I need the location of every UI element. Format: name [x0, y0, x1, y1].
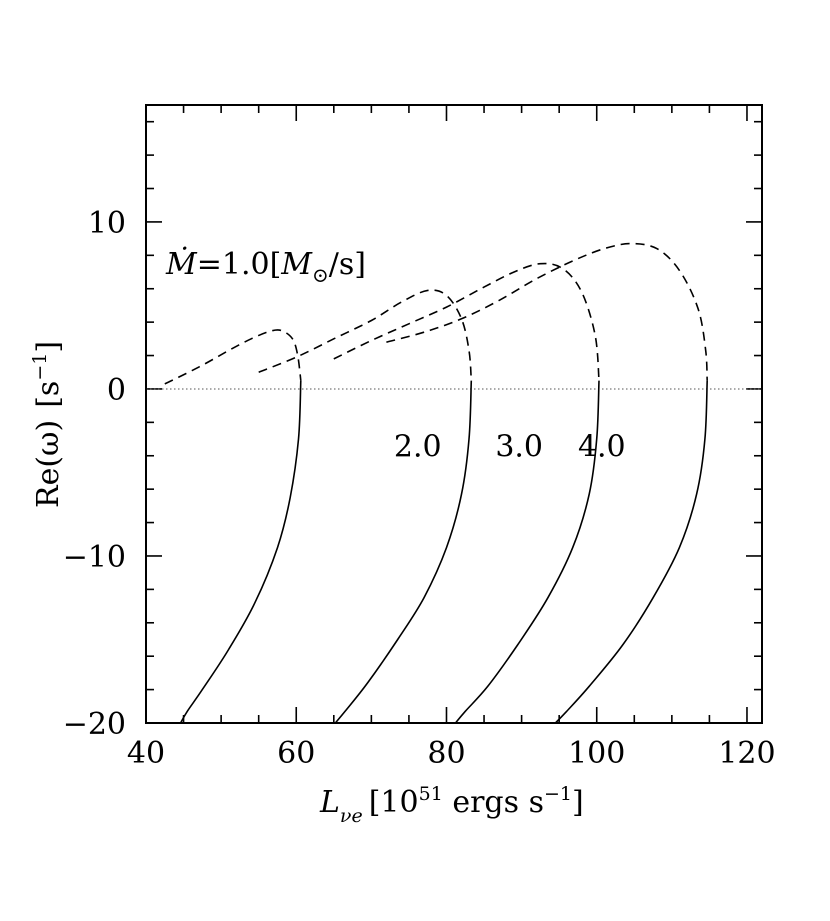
- curve-labels: 2.0 3.0 4.0: [394, 430, 626, 465]
- series-1-dashed-line: [164, 329, 302, 385]
- x-axis-units-prefix: [10: [369, 785, 419, 820]
- mdot-symbol: Ṁ: [165, 246, 198, 282]
- series-2-solid-line: [334, 380, 473, 724]
- x-axis-units-exp2: −1: [544, 783, 572, 805]
- y-tick-label: −10: [63, 540, 126, 575]
- y-axis-units-suffix: ]: [31, 341, 66, 353]
- x-axis-units-exp: 51: [419, 783, 443, 805]
- solar-mass-symbol: M: [280, 247, 313, 282]
- x-axis-label: Lνe [1051 ergs s−1]: [319, 783, 584, 827]
- mdot-unit-suffix: /s]: [329, 247, 366, 282]
- solar-subscript: ⊙: [312, 263, 329, 287]
- x-axis-symbol: L: [319, 785, 340, 820]
- y-axis-label: Re(ω) [s−1]: [29, 341, 66, 508]
- series-4-dashed-line: [386, 242, 708, 381]
- series-4-solid-line: [554, 380, 708, 724]
- series-3-solid-line: [454, 380, 600, 724]
- x-tick-label: 60: [277, 736, 315, 771]
- x-tick-label: 100: [568, 736, 625, 771]
- y-axis-symbol: Re(ω): [31, 420, 66, 508]
- y-tick-label: 0: [107, 373, 126, 408]
- tick-labels: 40 60 80 100 120 −20 −10 0 10: [63, 206, 776, 771]
- series-2-dashed-line: [258, 289, 473, 381]
- x-tick-label: 120: [718, 736, 775, 771]
- curve-label-1: Ṁ=1.0[M⊙/s]: [165, 246, 366, 287]
- y-tick-label: −20: [63, 707, 126, 742]
- series-3-dashed-line: [333, 262, 600, 381]
- mdot-value: =1.0[: [197, 247, 282, 282]
- x-tick-label: 40: [127, 736, 165, 771]
- x-axis-units-mid: ergs s: [443, 785, 544, 820]
- y-axis-units-prefix: [s: [31, 381, 66, 408]
- curve-label-2: 2.0: [394, 430, 442, 465]
- plot-frame: [145, 104, 763, 724]
- x-axis-units-suffix: ]: [572, 785, 584, 820]
- series-1-solid-line: [179, 380, 302, 724]
- y-tick-label: 10: [88, 206, 126, 241]
- axis-ticks: [145, 105, 762, 724]
- x-axis-subscript: νe: [340, 805, 363, 827]
- y-axis-units-exp: −1: [29, 353, 51, 381]
- curve-label-4: 4.0: [578, 430, 626, 465]
- curve-label-3: 3.0: [495, 430, 543, 465]
- curves: [164, 242, 708, 724]
- x-tick-label: 80: [427, 736, 465, 771]
